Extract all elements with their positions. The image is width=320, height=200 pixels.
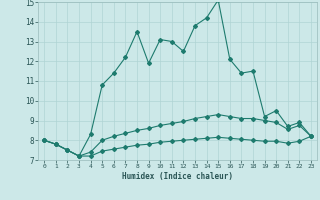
X-axis label: Humidex (Indice chaleur): Humidex (Indice chaleur) (122, 172, 233, 181)
